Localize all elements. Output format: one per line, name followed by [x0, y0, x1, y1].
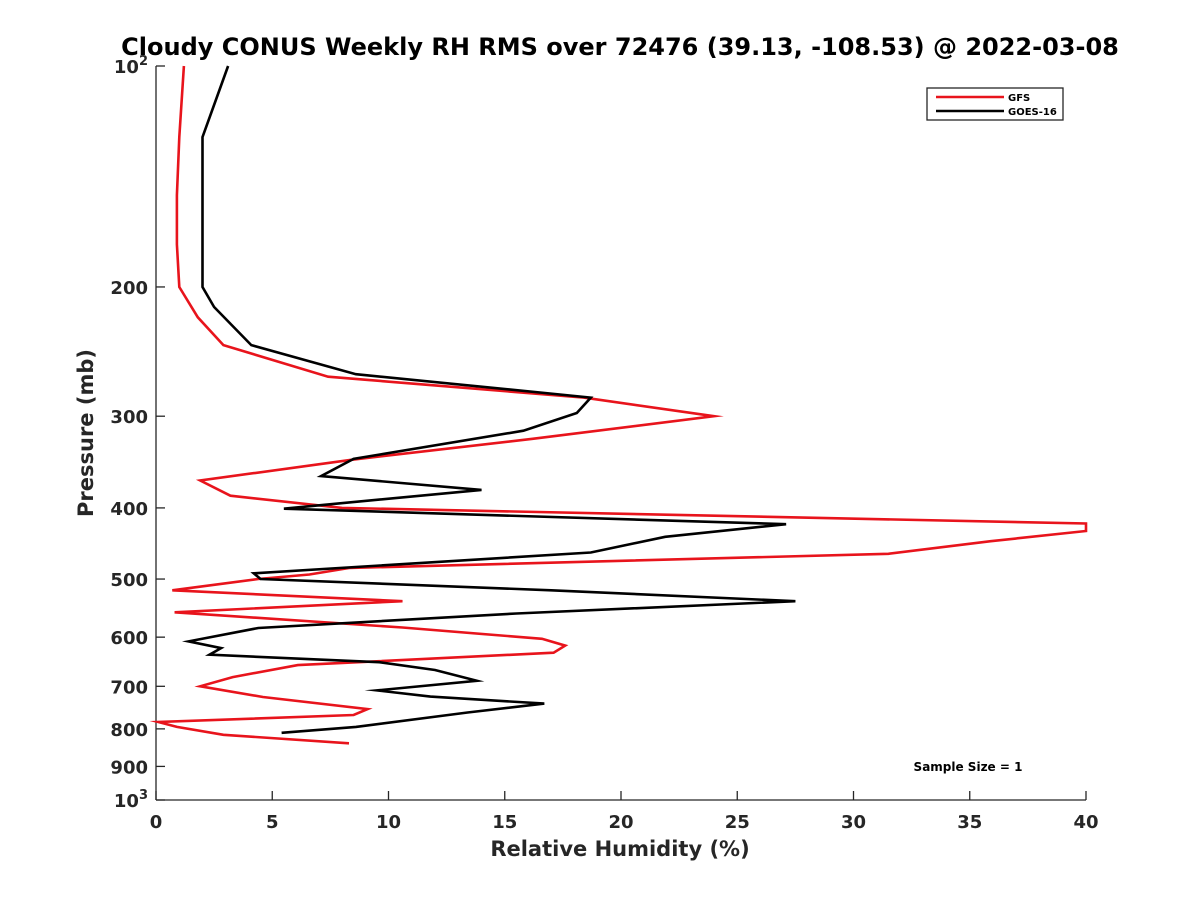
- y-axis-label: Pressure (mb): [74, 349, 98, 517]
- y-tick-label: 800: [110, 720, 148, 741]
- x-tick-label: 30: [841, 812, 866, 833]
- series-lines: [149, 65, 1088, 745]
- series-line-gfs: [149, 65, 1088, 745]
- y-tick-label: 200: [110, 278, 148, 299]
- y-tick-label: 102: [114, 54, 148, 78]
- x-tick-label: 40: [1073, 812, 1098, 833]
- y-tick-label: 900: [110, 757, 148, 778]
- x-tick-label: 20: [608, 812, 633, 833]
- y-axis-ticks: 102 200 300 400 500 600 700 800 900 103: [110, 54, 165, 812]
- x-tick-label: 10: [376, 812, 401, 833]
- y-tick-label: 103: [114, 788, 148, 812]
- y-tick-label: 600: [110, 628, 148, 649]
- x-axis-label: Relative Humidity (%): [490, 837, 749, 861]
- x-tick-label: 25: [725, 812, 750, 833]
- plot-area: [155, 66, 1086, 801]
- sample-size-annotation: Sample Size = 1: [914, 760, 1023, 774]
- series-line-goes-16: [181, 65, 796, 735]
- legend: GFS GOES-16: [926, 87, 1064, 121]
- y-tick-label: 300: [110, 407, 148, 428]
- x-axis-ticks: 0 5 10 15 20 25 30 35 40: [150, 791, 1099, 833]
- x-tick-label: 35: [957, 812, 982, 833]
- y-tick-label: 400: [110, 499, 148, 520]
- chart-title: Cloudy CONUS Weekly RH RMS over 72476 (3…: [121, 33, 1119, 61]
- legend-label: GFS: [1008, 93, 1030, 104]
- x-tick-label: 0: [150, 812, 163, 833]
- x-tick-label: 5: [266, 812, 279, 833]
- y-tick-label: 700: [110, 677, 148, 698]
- y-tick-label: 500: [110, 570, 148, 591]
- x-tick-label: 15: [492, 812, 517, 833]
- legend-label: GOES-16: [1008, 107, 1057, 118]
- legend-box: [926, 87, 1064, 121]
